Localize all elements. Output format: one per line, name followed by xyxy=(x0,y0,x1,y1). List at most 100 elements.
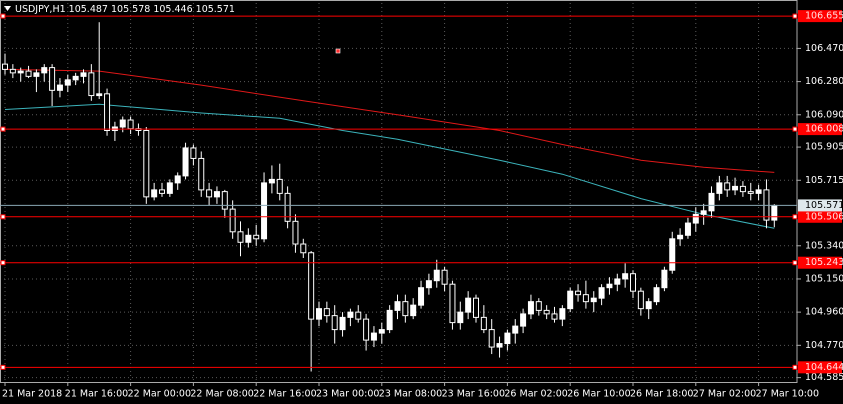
level-handle xyxy=(0,260,6,266)
last-price-box xyxy=(798,199,842,212)
candle-body xyxy=(614,278,621,285)
candle-body xyxy=(747,191,754,194)
candle-body xyxy=(268,178,275,184)
candle-body xyxy=(261,182,268,240)
candle-body xyxy=(174,175,181,184)
candle-body xyxy=(622,273,629,280)
candle-body xyxy=(606,283,613,289)
y-tick-label: 106.470 xyxy=(805,43,843,54)
level-label: 105.243 xyxy=(805,257,843,268)
candle-body xyxy=(457,311,464,324)
level-label: 104.644 xyxy=(805,362,843,373)
y-tick-label: 105.340 xyxy=(805,240,843,251)
x-tick-label: 22 Mar 16:00 xyxy=(253,389,316,400)
candle-body xyxy=(394,301,401,311)
candle-body xyxy=(331,315,338,331)
candle-body xyxy=(582,294,589,303)
y-tick-label: 106.090 xyxy=(805,109,843,120)
candle-body xyxy=(229,208,236,233)
candle-body xyxy=(732,185,739,191)
candle-body xyxy=(213,191,220,198)
x-tick-label: 22 Mar 00:00 xyxy=(128,389,191,400)
candle-body xyxy=(292,220,299,245)
candle-body xyxy=(708,192,715,212)
close: 105.571 xyxy=(196,4,235,15)
candle-body xyxy=(9,68,16,74)
candle-body xyxy=(739,185,746,193)
last-price-label: 105.571 xyxy=(805,200,843,211)
y-tick-label: 105.715 xyxy=(805,175,843,186)
candle-body xyxy=(386,309,393,331)
y-tick-label: 105.905 xyxy=(805,142,843,153)
candle-body xyxy=(127,119,134,130)
low: 105.446 xyxy=(153,4,192,15)
candle-body xyxy=(441,269,448,285)
candle-body xyxy=(316,308,322,320)
candle-body xyxy=(504,332,511,345)
candle-body xyxy=(771,204,778,221)
candle-body xyxy=(559,308,566,320)
candle-body xyxy=(104,93,111,131)
symbol: USDJPY,H1 xyxy=(15,4,66,15)
moving-average xyxy=(4,68,775,173)
candle-body xyxy=(347,311,354,318)
candle-body xyxy=(190,147,197,159)
x-tick-label: 21 Mar 2018 xyxy=(2,389,62,400)
x-tick-label: 23 Mar 08:00 xyxy=(379,389,442,400)
y-tick-label: 105.150 xyxy=(805,273,843,284)
candle-body xyxy=(119,119,126,128)
x-tick-label: 27 Mar 10:00 xyxy=(756,389,819,400)
candle-body xyxy=(684,222,691,236)
level-handle xyxy=(0,364,6,370)
candle-body xyxy=(49,67,56,91)
level-handle xyxy=(0,214,6,220)
chart-header: USDJPY,H1 105.487 105.578 105.446 105.57… xyxy=(15,4,235,15)
level-label-box xyxy=(798,10,842,23)
candle-body xyxy=(339,316,346,331)
candle-body xyxy=(637,290,644,310)
level-label: 105.506 xyxy=(805,211,843,222)
candle-body xyxy=(166,182,173,194)
candle-body xyxy=(88,72,95,97)
candle-body xyxy=(661,269,668,289)
level-label: 106.655 xyxy=(805,11,843,22)
candle-body xyxy=(96,93,103,97)
y-tick-label: 106.280 xyxy=(805,76,843,87)
level-handle xyxy=(0,13,6,19)
candle-body xyxy=(237,231,244,243)
candle-body xyxy=(630,273,636,292)
candle-body xyxy=(449,283,456,324)
candle-body xyxy=(300,243,307,254)
candle-body xyxy=(64,79,71,86)
moving-average xyxy=(4,103,775,229)
candle-body xyxy=(669,238,676,271)
x-tick-label: 23 Mar 16:00 xyxy=(442,389,505,400)
candle-body xyxy=(253,234,260,240)
level-handle xyxy=(792,214,798,220)
candle-body xyxy=(143,129,150,198)
candle-body xyxy=(355,311,362,320)
candle-body xyxy=(645,301,652,310)
candle-body xyxy=(418,287,425,306)
candle-body xyxy=(488,329,495,348)
candle-body xyxy=(512,325,519,334)
candle-body xyxy=(56,84,63,91)
level-label-box xyxy=(798,123,842,136)
level-label-box xyxy=(798,210,842,223)
candle-body xyxy=(598,287,605,299)
candle-body xyxy=(527,301,534,315)
menu-arrow xyxy=(4,6,11,11)
candle-body xyxy=(17,70,24,74)
open: 105.487 xyxy=(69,4,108,15)
candle-body xyxy=(72,75,79,81)
candle-body xyxy=(575,290,582,296)
candle-body xyxy=(551,313,558,320)
x-tick-label: 26 Mar 02:00 xyxy=(504,389,567,400)
candle-body xyxy=(284,192,291,222)
candle-body xyxy=(716,182,723,194)
x-tick-label: 26 Mar 10:00 xyxy=(567,389,630,400)
level-handle xyxy=(792,13,798,19)
candle-body xyxy=(473,297,479,318)
